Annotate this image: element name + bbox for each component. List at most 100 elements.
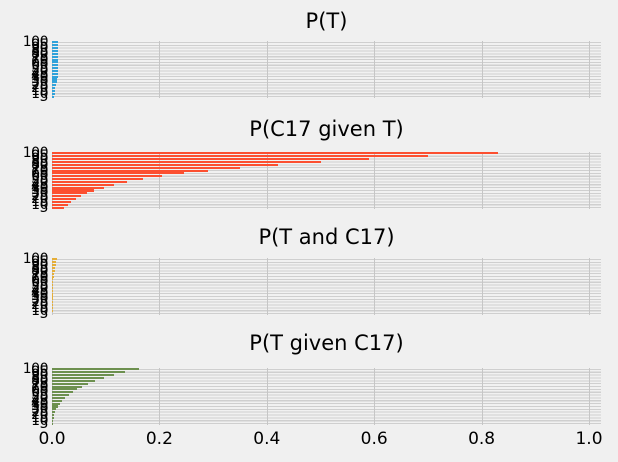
bar bbox=[52, 75, 58, 78]
y-tick-label: 65 bbox=[31, 54, 48, 71]
x-tick-label: 0.4 bbox=[253, 429, 281, 449]
x-gridline bbox=[481, 368, 483, 425]
y-tick-label: 55 bbox=[31, 60, 48, 77]
y-tick-label: 55 bbox=[31, 387, 48, 404]
x-gridline bbox=[374, 368, 376, 425]
x-gridline bbox=[266, 258, 268, 315]
bar bbox=[52, 402, 61, 405]
subplot-3-plot-area bbox=[52, 258, 601, 315]
y-tick-label: 60 bbox=[31, 384, 48, 401]
x-gridline bbox=[159, 152, 161, 209]
bar bbox=[52, 175, 163, 178]
y-tick-label: 50 bbox=[31, 389, 48, 406]
bar bbox=[52, 55, 58, 58]
bar bbox=[52, 152, 498, 155]
bar bbox=[52, 422, 53, 425]
subplot-1-plot-area bbox=[52, 41, 601, 98]
y-tick-label: 45 bbox=[31, 392, 48, 409]
y-tick-label: 10 bbox=[31, 196, 48, 213]
bar bbox=[52, 192, 87, 195]
y-tick-label: 100 bbox=[22, 361, 49, 378]
y-tick-label: 95 bbox=[31, 364, 48, 381]
y-tick-label: 70 bbox=[31, 162, 48, 179]
bar bbox=[52, 258, 57, 261]
bar bbox=[52, 84, 57, 87]
bar bbox=[52, 155, 428, 158]
y-tick-label: 55 bbox=[31, 277, 48, 294]
subplot-4-plot-area bbox=[52, 368, 601, 425]
y-tick-label: 45 bbox=[31, 65, 48, 82]
bar bbox=[52, 399, 63, 402]
bar bbox=[52, 292, 53, 295]
bar bbox=[52, 61, 58, 64]
y-tick-label: 75 bbox=[31, 375, 48, 392]
x-gridline bbox=[374, 41, 376, 98]
x-gridline bbox=[589, 258, 590, 315]
y-tick-label: 70 bbox=[31, 378, 48, 395]
y-tick-label: 5 bbox=[39, 415, 49, 432]
y-tick-label: 40 bbox=[31, 68, 48, 85]
bar bbox=[52, 416, 54, 419]
y-tick-label: 15 bbox=[31, 193, 48, 210]
bar bbox=[52, 269, 55, 272]
bar bbox=[52, 69, 58, 72]
x-tick-label: 0.6 bbox=[360, 429, 388, 449]
bar bbox=[52, 376, 105, 380]
y-tick-label: 60 bbox=[31, 57, 48, 74]
y-tick-label: 40 bbox=[31, 285, 48, 302]
x-tick-label: 0.0 bbox=[38, 429, 66, 449]
bar bbox=[52, 289, 53, 292]
bar bbox=[52, 388, 78, 391]
bar bbox=[52, 206, 65, 209]
y-tick-label: 50 bbox=[31, 173, 48, 190]
y-tick-label: 65 bbox=[31, 165, 48, 182]
x-gridline bbox=[589, 41, 590, 98]
y-tick-label: 50 bbox=[31, 62, 48, 79]
bar bbox=[52, 281, 54, 284]
x-gridline bbox=[266, 152, 268, 209]
y-tick-label: 90 bbox=[31, 151, 48, 168]
x-tick-label: 0.2 bbox=[145, 429, 173, 449]
bar bbox=[52, 200, 72, 203]
y-tick-label: 95 bbox=[31, 148, 48, 165]
bar bbox=[52, 411, 56, 414]
bar bbox=[52, 92, 55, 95]
y-tick-label: 20 bbox=[31, 80, 48, 96]
bar bbox=[52, 41, 58, 44]
y-tick-label: 75 bbox=[31, 159, 48, 176]
bar bbox=[52, 87, 56, 90]
y-tick-label: 65 bbox=[31, 271, 48, 288]
bar bbox=[52, 198, 76, 201]
bar bbox=[52, 379, 96, 382]
bar bbox=[52, 394, 70, 397]
x-tick-label: 1.0 bbox=[575, 429, 603, 449]
bar bbox=[52, 189, 95, 192]
y-tick-label: 10 bbox=[31, 302, 48, 319]
bar bbox=[52, 275, 54, 278]
y-tick-label: 20 bbox=[31, 407, 48, 423]
y-tick-label: 5 bbox=[39, 305, 49, 322]
y-tick-label: 25 bbox=[31, 77, 48, 94]
bar bbox=[52, 195, 81, 198]
bar bbox=[52, 158, 369, 161]
bar bbox=[52, 382, 88, 385]
x-gridline bbox=[52, 368, 53, 425]
y-tick-label: 60 bbox=[31, 274, 48, 291]
bar bbox=[52, 89, 55, 92]
y-tick-label: 95 bbox=[31, 37, 48, 54]
y-tick-label: 55 bbox=[31, 171, 48, 188]
bar bbox=[52, 264, 56, 267]
bar bbox=[52, 67, 58, 70]
y-tick-label: 80 bbox=[31, 372, 48, 389]
y-tick-label: 10 bbox=[31, 85, 48, 102]
y-tick-label: 45 bbox=[31, 176, 48, 193]
bar bbox=[52, 203, 68, 206]
y-tick-label: 35 bbox=[31, 71, 48, 88]
bar bbox=[52, 286, 53, 289]
y-tick-label: 40 bbox=[31, 395, 48, 412]
bar bbox=[52, 180, 128, 183]
x-gridline bbox=[589, 368, 590, 425]
y-tick-label: 85 bbox=[31, 259, 48, 276]
x-gridline bbox=[589, 152, 590, 209]
